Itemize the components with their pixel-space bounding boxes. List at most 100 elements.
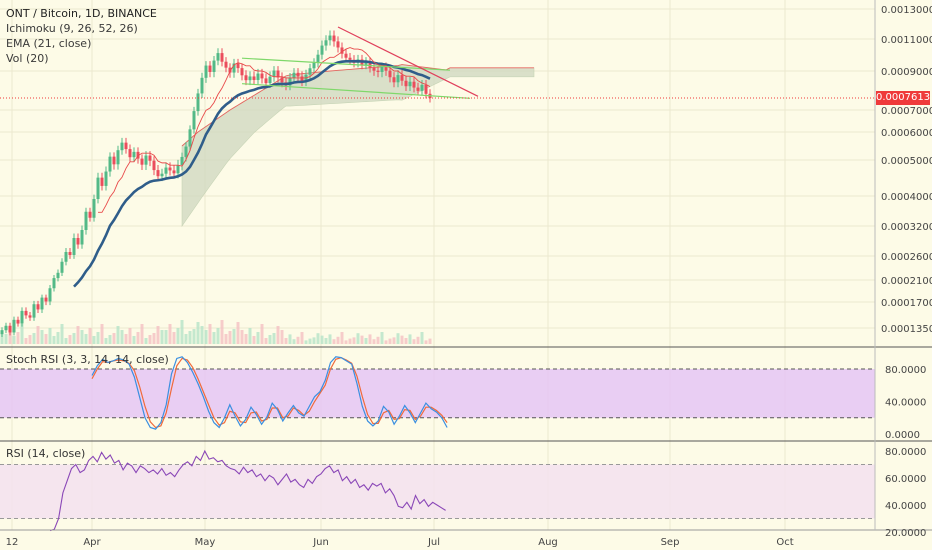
volume-bar — [268, 335, 272, 344]
rsi-tick-label: 60.0000 — [885, 474, 926, 485]
candle-body — [344, 53, 348, 58]
candle-body — [368, 61, 372, 68]
candle-body — [300, 76, 304, 82]
volume-bar — [236, 322, 240, 344]
candle-body — [320, 45, 324, 55]
candle-body — [200, 77, 204, 94]
candle-body — [384, 67, 388, 71]
candle-body — [280, 77, 284, 83]
volume-bar — [308, 338, 312, 344]
candle-body — [96, 177, 100, 199]
volume-bar — [92, 336, 96, 344]
volume-bar — [32, 333, 36, 344]
volume-bar — [396, 333, 400, 344]
volume-bar — [96, 332, 100, 344]
candle-body — [24, 310, 28, 316]
channel-lower-line — [241, 83, 471, 99]
candle-body — [256, 73, 260, 80]
candle-body — [376, 70, 380, 72]
price-tick-label: 0.0001700 — [881, 298, 932, 309]
stoch-band — [0, 369, 875, 418]
volume-bar — [196, 322, 200, 344]
candle-body — [76, 238, 80, 245]
volume-bar — [84, 334, 88, 344]
volume-bar — [0, 330, 4, 344]
volume-bar — [100, 324, 104, 344]
volume-bar — [60, 324, 64, 344]
volume-bar — [200, 326, 204, 344]
volume-bar — [72, 333, 76, 344]
volume-bar — [216, 328, 220, 344]
candle-body — [400, 75, 404, 81]
candle-body — [264, 78, 268, 84]
time-tick-label: 12 — [6, 537, 19, 548]
volume-bar — [4, 334, 8, 344]
candle-body — [124, 142, 128, 150]
volume-bar — [272, 333, 276, 344]
candle-body — [424, 84, 428, 94]
volume-bar — [300, 332, 304, 344]
price-tick-label: 0.0007000 — [881, 106, 932, 117]
volume-bar — [176, 328, 180, 344]
wedge-line — [337, 26, 479, 97]
candle-body — [44, 297, 48, 302]
volume-bar — [336, 336, 340, 344]
candle-body — [60, 261, 64, 273]
candle-body — [252, 76, 256, 80]
volume-bar — [152, 333, 156, 344]
candle-body — [228, 67, 232, 73]
candle-body — [296, 72, 300, 77]
price-tick-label: 0.0004000 — [881, 192, 932, 203]
volume-bar — [324, 338, 328, 344]
volume-bar — [364, 338, 368, 344]
candle-body — [328, 35, 332, 41]
candle-body — [32, 304, 36, 318]
volume-bar — [260, 324, 264, 344]
volume-bar — [124, 334, 128, 344]
volume-bar — [368, 334, 372, 344]
candle-body — [36, 304, 40, 310]
candle-body — [64, 252, 68, 262]
time-tick-label: Jun — [312, 537, 329, 548]
candle-body — [364, 61, 368, 65]
candle-body — [140, 158, 144, 165]
volume-bar — [276, 326, 280, 344]
volume-bar — [160, 330, 164, 344]
price-tick-label: 0.0005000 — [881, 156, 932, 167]
volume-bar — [172, 332, 176, 344]
candle-body — [216, 53, 220, 61]
candle-body — [268, 76, 272, 84]
volume-bar — [412, 339, 416, 344]
volume-bars — [0, 320, 432, 344]
candle-body — [12, 319, 16, 333]
price-tick-label: 0.0003200 — [881, 222, 932, 233]
volume-bar — [332, 339, 336, 344]
volume-bar — [8, 328, 12, 344]
candle-body — [172, 170, 176, 174]
volume-bar — [120, 330, 124, 344]
time-tick-label: Oct — [776, 537, 793, 548]
candle-body — [276, 70, 280, 78]
candle-body — [396, 75, 400, 83]
vol-label: Vol (20) — [6, 52, 49, 65]
volume-bar — [112, 333, 116, 344]
tenkan-line — [98, 47, 431, 213]
volume-bar — [168, 324, 172, 344]
candle-body — [420, 84, 424, 91]
volume-bar — [348, 338, 352, 344]
candle-body — [84, 211, 88, 230]
volume-bar — [248, 328, 252, 344]
volume-bar — [140, 324, 144, 344]
candle-body — [316, 54, 320, 63]
candle-body — [192, 111, 196, 130]
volume-bar — [352, 337, 356, 344]
volume-bar — [360, 335, 364, 344]
volume-bar — [192, 329, 196, 344]
candle-body — [88, 211, 92, 218]
volume-bar — [392, 337, 396, 344]
volume-bar — [212, 332, 216, 344]
channel-upper-line — [241, 57, 451, 71]
candle-body — [232, 63, 236, 73]
candle-body — [120, 142, 124, 151]
